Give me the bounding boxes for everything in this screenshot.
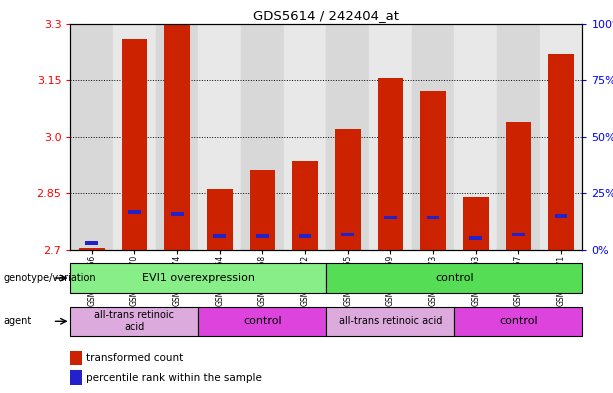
Bar xyxy=(70,307,199,336)
Bar xyxy=(555,214,568,218)
Bar xyxy=(299,235,311,238)
Bar xyxy=(384,216,397,219)
Bar xyxy=(512,233,525,236)
Text: control: control xyxy=(499,316,538,326)
Bar xyxy=(327,263,582,293)
Bar xyxy=(207,189,232,250)
Bar xyxy=(122,39,147,250)
Bar xyxy=(284,24,327,250)
Text: transformed count: transformed count xyxy=(86,353,183,363)
Title: GDS5614 / 242404_at: GDS5614 / 242404_at xyxy=(253,9,400,22)
Bar xyxy=(70,24,113,250)
Bar xyxy=(199,307,327,336)
Bar xyxy=(213,235,226,238)
Bar xyxy=(378,78,403,250)
Bar xyxy=(427,216,440,219)
Bar xyxy=(454,24,497,250)
Text: percentile rank within the sample: percentile rank within the sample xyxy=(86,373,262,383)
Bar xyxy=(497,24,539,250)
Text: all-trans retinoic acid: all-trans retinoic acid xyxy=(339,316,442,326)
Bar xyxy=(171,212,183,216)
Bar xyxy=(113,24,156,250)
Bar xyxy=(539,24,582,250)
Bar xyxy=(548,54,574,250)
Text: EVI1 overexpression: EVI1 overexpression xyxy=(142,273,255,283)
Text: genotype/variation: genotype/variation xyxy=(3,273,96,283)
Bar xyxy=(412,24,454,250)
Bar xyxy=(292,161,318,250)
Bar xyxy=(327,24,369,250)
Bar xyxy=(241,24,284,250)
Text: control: control xyxy=(435,273,474,283)
Bar xyxy=(249,171,275,250)
Bar xyxy=(421,92,446,250)
Bar xyxy=(156,24,199,250)
Bar xyxy=(256,235,269,238)
Bar xyxy=(128,210,141,214)
Bar xyxy=(335,129,360,250)
Bar xyxy=(454,307,582,336)
Text: all-trans retinoic
acid: all-trans retinoic acid xyxy=(94,310,175,332)
Text: control: control xyxy=(243,316,282,326)
Bar xyxy=(85,241,98,245)
Bar xyxy=(369,24,412,250)
Bar xyxy=(327,307,454,336)
Bar xyxy=(341,233,354,236)
Text: agent: agent xyxy=(3,316,31,327)
Bar xyxy=(79,248,105,250)
Bar xyxy=(470,236,482,240)
Bar xyxy=(70,263,327,293)
Bar xyxy=(164,24,190,250)
Bar xyxy=(199,24,241,250)
Bar xyxy=(463,197,489,250)
Bar xyxy=(506,121,531,250)
